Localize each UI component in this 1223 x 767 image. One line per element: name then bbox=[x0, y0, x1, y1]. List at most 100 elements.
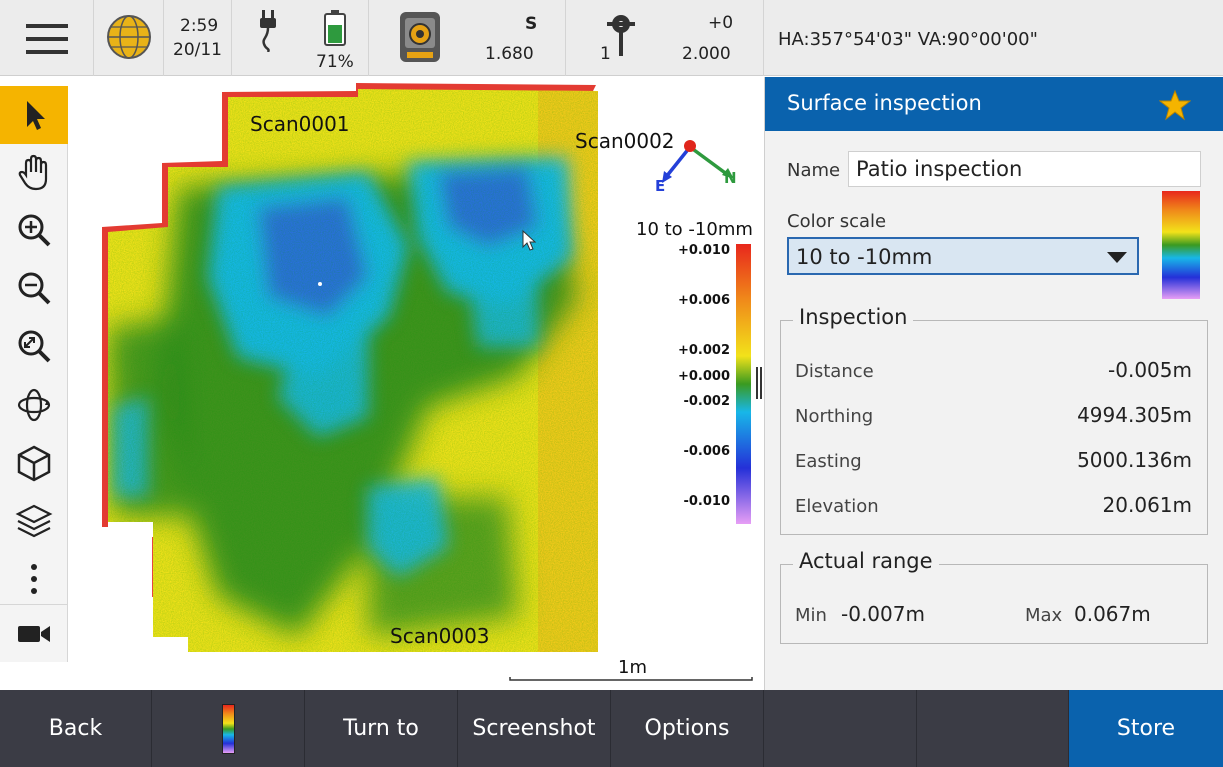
name-field[interactable]: Patio inspection bbox=[848, 151, 1201, 187]
pan-hand-icon bbox=[18, 154, 48, 191]
globe-icon[interactable] bbox=[106, 14, 152, 60]
legend-color-bar bbox=[736, 244, 751, 524]
actual-range-title: Actual range bbox=[793, 549, 939, 573]
elevation-label: Elevation bbox=[795, 496, 879, 517]
power-plug-icon bbox=[260, 10, 276, 52]
empty-softkey-1 bbox=[764, 690, 917, 767]
compass-axes bbox=[662, 140, 734, 183]
back-button[interactable]: Back bbox=[0, 690, 152, 767]
instrument-status[interactable]: S 1.680 bbox=[369, 0, 566, 76]
camera-icon bbox=[18, 625, 50, 642]
gnss-button[interactable] bbox=[94, 0, 164, 76]
zoom-in-button[interactable] bbox=[0, 202, 68, 260]
battery-percent: 71% bbox=[316, 52, 354, 72]
legend-title: 10 to -10mm bbox=[636, 219, 753, 240]
zoom-extents-icon bbox=[18, 330, 51, 363]
legend-tick: +0.010 bbox=[677, 243, 730, 258]
video-button[interactable] bbox=[0, 604, 68, 662]
target-height: 1.680 bbox=[485, 44, 534, 64]
menu-button[interactable] bbox=[0, 0, 94, 76]
name-label: Name bbox=[787, 160, 841, 181]
legend-tick: -0.010 bbox=[683, 494, 730, 509]
favorite-star-icon[interactable] bbox=[1159, 89, 1191, 121]
orbit-button[interactable] bbox=[0, 376, 68, 434]
inspection-title: Inspection bbox=[793, 305, 914, 329]
color-scale-button[interactable] bbox=[152, 690, 305, 767]
max-value: 0.067m bbox=[1074, 602, 1151, 626]
min-value: -0.007m bbox=[841, 602, 925, 626]
scale-bar bbox=[509, 677, 753, 681]
legend-tick: +0.000 bbox=[677, 369, 730, 384]
view-cube-button[interactable] bbox=[0, 434, 68, 492]
legend-tick: -0.006 bbox=[683, 444, 730, 459]
min-label: Min bbox=[795, 605, 827, 626]
legend-tick: +0.006 bbox=[677, 293, 730, 308]
name-field-value[interactable]: Patio inspection bbox=[856, 157, 1023, 181]
angle-readout: HA:357°54'03" VA:90°00'00" bbox=[778, 29, 1038, 50]
select-tool-button[interactable] bbox=[0, 86, 68, 144]
color-scale-bar-icon[interactable] bbox=[221, 703, 235, 754]
surface-inspection-panel: Surface inspection Name Patio inspection… bbox=[764, 77, 1223, 690]
map-view[interactable]: Scan0001 Scan0002 Scan0003 E N 10 to -10… bbox=[68, 77, 766, 690]
point-cloud-deviation-map[interactable] bbox=[68, 77, 764, 690]
offset-value: 2.000 bbox=[682, 44, 731, 64]
battery-icon bbox=[324, 10, 346, 46]
layers-icon bbox=[15, 504, 53, 538]
options-button[interactable]: Options bbox=[611, 690, 764, 767]
mouse-cursor-icon bbox=[522, 229, 537, 251]
panel-header: Surface inspection bbox=[765, 77, 1223, 131]
scan-label-1: Scan0001 bbox=[250, 112, 350, 136]
more-vertical-icon bbox=[31, 564, 37, 594]
color-scale-dropdown[interactable]: 10 to -10mm bbox=[787, 237, 1139, 275]
hamburger-menu-icon[interactable] bbox=[26, 24, 68, 54]
legend-tick: -0.002 bbox=[683, 394, 730, 409]
store-button[interactable]: Store bbox=[1069, 690, 1223, 767]
northing-label: Northing bbox=[795, 406, 874, 427]
northing-value: 4994.305m bbox=[1077, 403, 1192, 427]
elevation-value: 20.061m bbox=[1102, 493, 1192, 517]
inspection-group: Inspection Distance -0.005m Northing 499… bbox=[780, 305, 1208, 535]
options-label[interactable]: Options bbox=[644, 716, 730, 741]
prism-count: 1 bbox=[600, 44, 611, 64]
distance-label: Distance bbox=[795, 361, 874, 382]
pan-tool-button[interactable] bbox=[0, 144, 68, 202]
color-scale-selected[interactable]: 10 to -10mm bbox=[796, 245, 933, 269]
power-status[interactable]: 71% bbox=[232, 0, 369, 76]
easting-value: 5000.136m bbox=[1077, 448, 1192, 472]
select-arrow-icon bbox=[27, 101, 45, 130]
bottom-action-bar: Back Turn to Screenshot Options Store bbox=[0, 690, 1223, 767]
actual-range-group: Actual range Min -0.007m Max 0.067m bbox=[780, 549, 1208, 644]
time-text: 2:59 bbox=[180, 16, 219, 36]
zoom-extents-button[interactable] bbox=[0, 318, 68, 376]
scan-label-3: Scan0003 bbox=[390, 624, 490, 648]
scan-label-2: Scan0002 bbox=[575, 129, 675, 153]
map-toolbar bbox=[0, 86, 68, 662]
panel-title: Surface inspection bbox=[787, 91, 982, 115]
cube-view-icon bbox=[17, 445, 51, 482]
offset-top: +0 bbox=[708, 13, 734, 33]
target-letter: S bbox=[525, 14, 538, 34]
more-tools-button[interactable] bbox=[0, 550, 68, 608]
zoom-in-icon bbox=[18, 214, 51, 247]
color-scale-label: Color scale bbox=[787, 211, 887, 232]
zoom-out-button[interactable] bbox=[0, 260, 68, 318]
color-scale-preview bbox=[1162, 191, 1200, 299]
clock: 2:59 20/11 bbox=[164, 0, 232, 76]
screenshot-button[interactable]: Screenshot bbox=[458, 690, 611, 767]
compass-east-label: E bbox=[655, 177, 666, 195]
empty-softkey-2 bbox=[917, 690, 1069, 767]
layers-button[interactable] bbox=[0, 492, 68, 550]
store-label[interactable]: Store bbox=[1116, 716, 1176, 741]
legend-tick: +0.002 bbox=[677, 343, 730, 358]
scale-bar-label: 1m bbox=[618, 657, 647, 678]
turn-to-button[interactable]: Turn to bbox=[305, 690, 458, 767]
deviation-surface bbox=[108, 89, 598, 652]
max-label: Max bbox=[1025, 605, 1063, 626]
turn-to-label[interactable]: Turn to bbox=[343, 716, 419, 741]
compass-north-label: N bbox=[724, 169, 737, 187]
target-status[interactable]: 1 +0 2.000 bbox=[566, 0, 764, 76]
prism-target-icon bbox=[607, 15, 635, 56]
dropdown-arrow-icon[interactable] bbox=[1107, 252, 1127, 264]
back-button-label[interactable]: Back bbox=[48, 716, 103, 741]
screenshot-label[interactable]: Screenshot bbox=[472, 716, 596, 741]
